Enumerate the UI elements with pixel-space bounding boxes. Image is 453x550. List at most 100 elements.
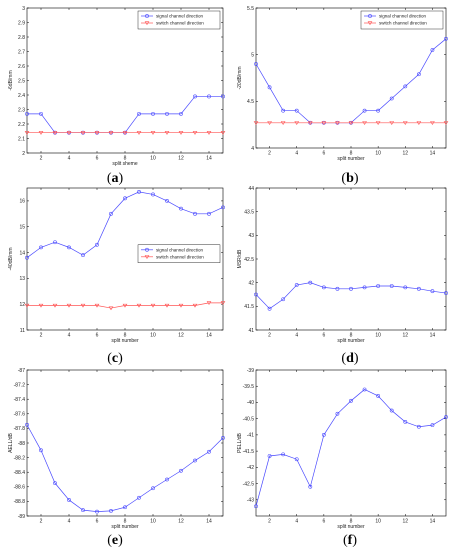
y-tick-label: -41.5	[243, 449, 255, 455]
y-tick-label: 2.3	[18, 107, 25, 113]
data-point	[321, 432, 326, 437]
data-point	[281, 108, 286, 113]
data-point	[137, 495, 141, 500]
y-tick-label: 4.5	[247, 99, 254, 105]
panel-letter: e	[112, 533, 118, 548]
data-point	[24, 131, 30, 135]
x-tick-label: 14	[206, 519, 212, 525]
y-tick-label: -40.5	[243, 416, 255, 422]
data-point	[53, 240, 57, 245]
x-axis-label: split number	[337, 156, 365, 162]
data-point	[221, 435, 225, 440]
data-point	[403, 285, 408, 290]
data-point	[376, 394, 381, 398]
data-point	[123, 505, 127, 510]
data-point	[389, 408, 394, 413]
x-tick-label: 10	[150, 333, 156, 339]
data-point	[376, 108, 381, 113]
data-point	[108, 131, 114, 135]
data-point	[416, 424, 421, 429]
data-point	[109, 508, 113, 513]
data-point	[207, 94, 211, 99]
data-point	[308, 484, 313, 489]
data-point	[122, 131, 128, 135]
y-tick-label: -88.8	[14, 499, 26, 505]
x-tick-label: 8	[124, 156, 127, 162]
data-point	[80, 131, 86, 135]
legend: signal channel direction switch channel d…	[137, 244, 221, 264]
data-point	[109, 211, 113, 216]
data-point	[280, 121, 286, 125]
data-point	[38, 131, 44, 135]
x-tick-label: 14	[430, 519, 436, 525]
data-point	[294, 283, 299, 287]
legend-swatch-marker	[145, 14, 149, 18]
legend-box	[360, 10, 444, 30]
data-point	[267, 121, 272, 125]
y-tick-label: 2.4	[18, 93, 25, 99]
data-point	[38, 303, 44, 308]
legend-entry: signal channel direction	[379, 14, 427, 19]
data-point	[52, 303, 58, 308]
data-point	[66, 131, 72, 135]
x-tick-label: 14	[206, 333, 212, 339]
data-point	[430, 121, 435, 125]
data-point	[123, 196, 127, 201]
legend-swatch-marker	[144, 255, 150, 259]
panel-label: (a)	[107, 171, 124, 186]
legend-entry: signal channel direction	[156, 247, 204, 252]
plot-frame	[26, 7, 224, 154]
data-point	[151, 486, 155, 491]
data-point	[192, 131, 198, 135]
y-tick-label: 41	[248, 328, 254, 334]
y-tick-label: -42.5	[243, 481, 255, 487]
data-point	[321, 121, 327, 125]
data-point	[348, 121, 354, 125]
x-tick-label: 4	[295, 519, 298, 525]
data-point	[444, 291, 448, 295]
y-tick-label: 42	[248, 280, 254, 286]
y-tick-label: -87.6	[14, 412, 26, 418]
y-tick-label: 43	[248, 233, 254, 239]
data-point	[349, 286, 353, 291]
y-tick-label: -87.4	[14, 397, 26, 403]
data-point	[136, 303, 142, 308]
y-tick-label: 2.7	[18, 49, 25, 55]
x-tick-label: 14	[430, 333, 436, 339]
data-point	[207, 211, 211, 216]
data-point	[39, 111, 43, 116]
y-tick-label: 2.6	[18, 64, 25, 70]
y-tick-label: 2.5	[18, 78, 25, 84]
data-point	[136, 131, 142, 135]
data-point	[281, 297, 286, 302]
y-tick-label: -88.4	[14, 470, 26, 476]
data-point	[67, 498, 71, 502]
x-tick-label: 12	[178, 333, 184, 339]
y-tick-label: 13	[19, 276, 25, 282]
panel-letter: b	[346, 171, 354, 186]
plot-frame	[26, 369, 224, 517]
panel-d: 2 4 6 8 10 12 14 41 41.5 42 42.5 43 43.5 44 split numb…	[237, 186, 448, 366]
data-point	[165, 199, 169, 203]
data-point	[308, 280, 313, 285]
y-tick-label: 16	[19, 199, 25, 205]
legend-swatch-marker	[145, 247, 149, 252]
x-tick-label: 8	[350, 519, 353, 525]
x-tick-label: 12	[403, 151, 409, 157]
y-tick-label: -87	[18, 368, 25, 374]
x-tick-label: 14	[430, 151, 436, 157]
x-tick-label: 8	[124, 333, 127, 339]
x-tick-label: 10	[150, 519, 156, 525]
panel-letter: a	[112, 171, 119, 186]
panel-label: (b)	[341, 171, 358, 186]
data-point	[25, 111, 29, 116]
data-point	[80, 303, 86, 308]
data-point	[95, 509, 99, 514]
data-point	[444, 415, 448, 419]
data-point	[179, 206, 183, 211]
y-tick-label: 2.9	[18, 20, 25, 26]
x-tick-label: 4	[68, 156, 71, 162]
data-point	[389, 96, 394, 101]
data-point	[362, 387, 367, 392]
